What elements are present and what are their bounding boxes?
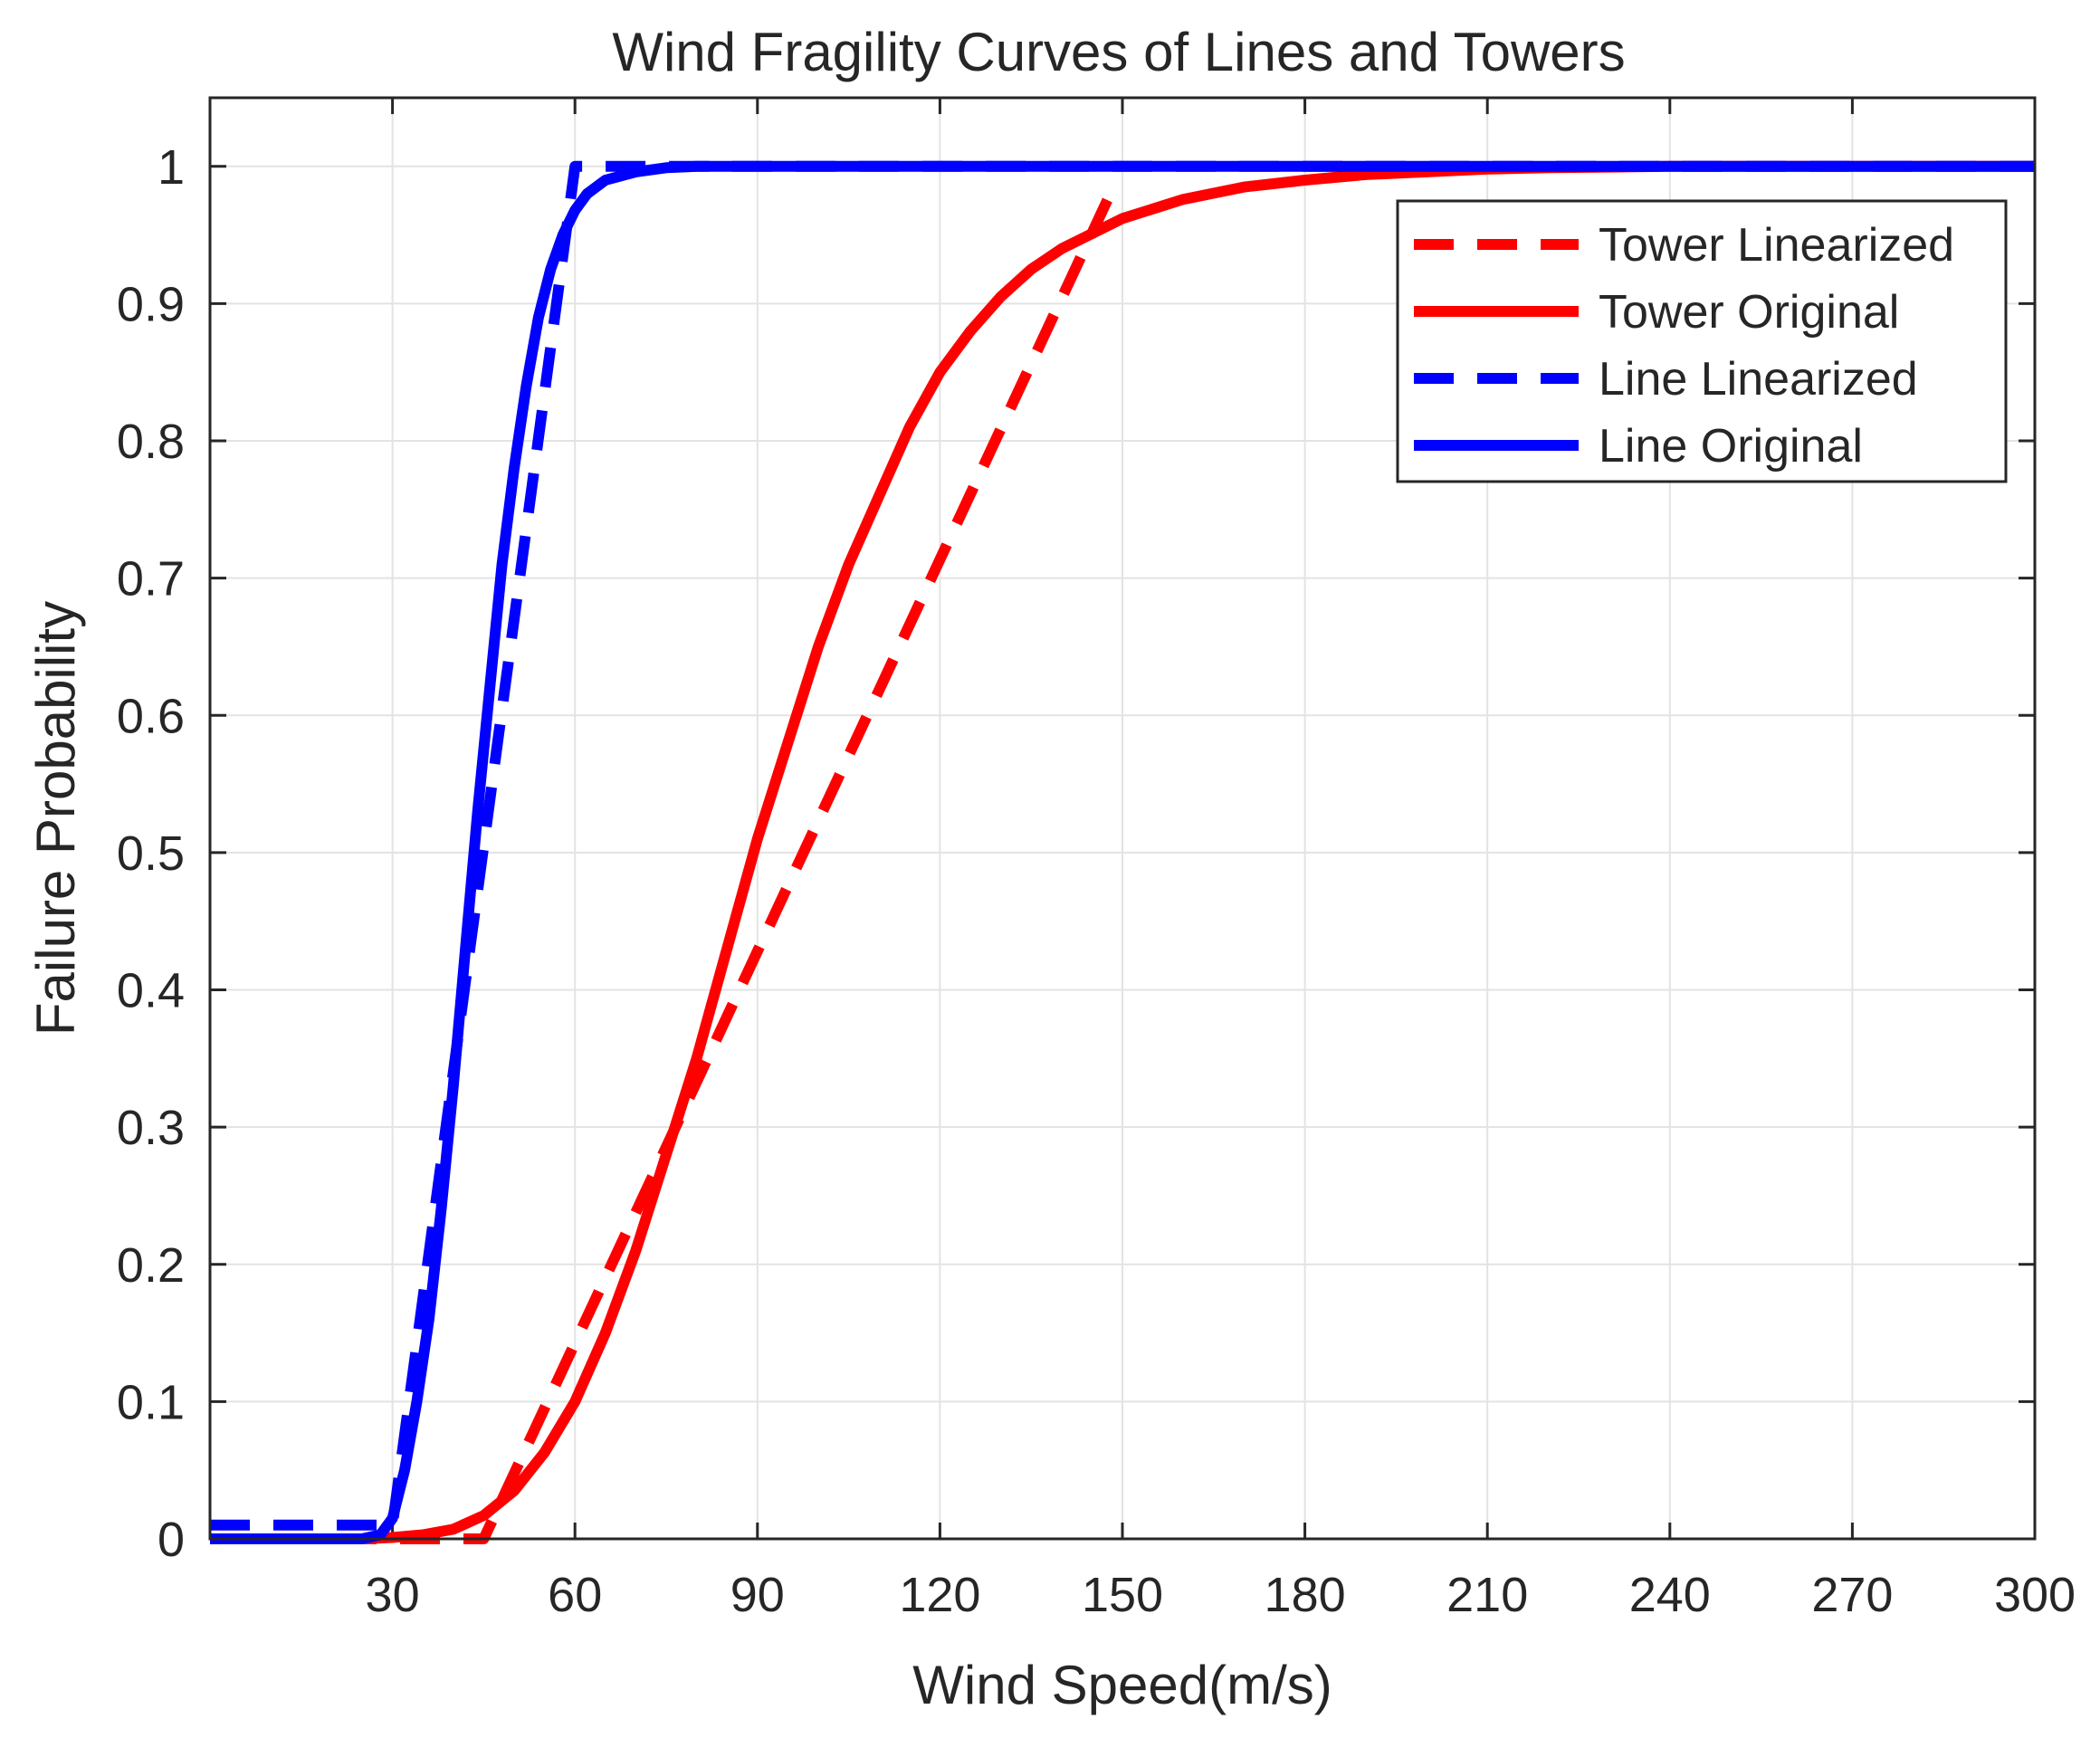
y-tick-label: 0.1 <box>117 1375 185 1429</box>
y-tick-label: 0.8 <box>117 415 185 469</box>
x-tick-label: 30 <box>366 1568 420 1622</box>
x-axis-label: Wind Speed(m/s) <box>912 1655 1332 1715</box>
x-tick-label: 300 <box>1994 1568 2076 1622</box>
x-tick-label: 120 <box>899 1568 980 1622</box>
series-line-line-original <box>210 160 2035 1544</box>
y-tick-label: 1 <box>158 140 185 195</box>
legend-label-tower-original: Tower Original <box>1599 286 1899 339</box>
x-tick-label: 180 <box>1265 1568 1346 1622</box>
x-tick-label: 90 <box>730 1568 785 1622</box>
x-tick-label: 150 <box>1082 1568 1163 1622</box>
x-tick-label: 270 <box>1811 1568 1893 1622</box>
y-tick-label: 0.9 <box>117 277 185 331</box>
chart-title: Wind Fragility Curves of Lines and Tower… <box>612 22 1625 82</box>
x-tick-label: 60 <box>548 1568 602 1622</box>
legend-label-line-original: Line Original <box>1599 420 1863 473</box>
y-tick-labels: 0 0.1 0.2 0.3 0.4 0.5 0.6 0.7 0.8 0.9 1 <box>117 140 185 1567</box>
y-tick-label: 0.4 <box>117 964 185 1018</box>
y-tick-label: 0.6 <box>117 689 185 743</box>
x-tick-label: 210 <box>1446 1568 1528 1622</box>
y-tick-label: 0.5 <box>117 826 185 881</box>
legend: Tower Linearized Tower Original Line Linea… <box>1396 199 2008 483</box>
y-tick-label: 0.7 <box>117 552 185 606</box>
legend-label-line-linearized: Line Linearized <box>1599 353 1918 406</box>
plot-frame <box>208 96 2037 1541</box>
y-axis-label: Failure Probability <box>25 601 86 1036</box>
legend-label-tower-linearized: Tower Linearized <box>1599 219 1954 272</box>
y-tick-label: 0.2 <box>117 1238 185 1293</box>
x-tick-labels: 30 60 90 120 150 180 210 240 270 300 <box>366 1568 2076 1622</box>
y-tick-label: 0.3 <box>117 1101 185 1155</box>
y-tick-label: 0 <box>158 1513 185 1567</box>
x-tick-label: 240 <box>1629 1568 1711 1622</box>
